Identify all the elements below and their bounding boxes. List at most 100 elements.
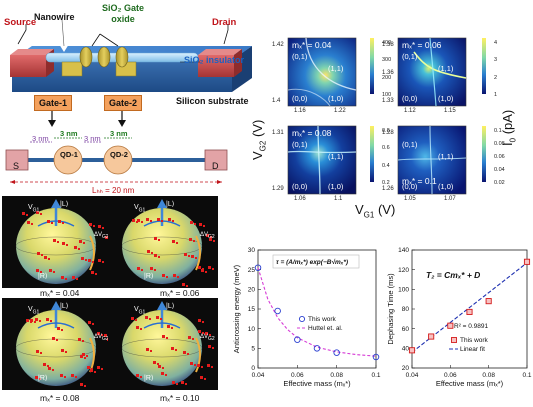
y-tick-label: 20 xyxy=(248,287,256,294)
heatmap-state-label: (1,1) xyxy=(438,64,454,73)
qd2-circle xyxy=(103,145,133,175)
heatmap-ctick: 0.02 xyxy=(494,180,505,186)
heatmap-state-label: (1,1) xyxy=(328,152,344,161)
heatmap-ytick: 1.36 xyxy=(382,70,394,76)
x-tick-label: 0.04 xyxy=(252,372,265,379)
qd1-label: QD-1 xyxy=(60,150,78,159)
heatmap-ctick: 400 xyxy=(382,40,392,46)
heatmap-clabel: I0 (pA) xyxy=(500,109,518,146)
legend-marker xyxy=(451,337,457,343)
heatmap-ytick: 1.33 xyxy=(382,98,394,104)
heatmap-ctick: 2 xyxy=(494,74,498,81)
bloch-bottom-label: |R⟩ xyxy=(38,375,48,382)
heatmap-ylabel: VG2 (V) xyxy=(250,119,268,160)
heatmap-ctick: 0.6 xyxy=(382,145,390,152)
gap-qd2-label: 3 nm xyxy=(110,129,128,138)
bloch-vg2-label: ΔVG2 xyxy=(94,232,109,241)
heatmap-xtick: 1.12 xyxy=(404,108,416,114)
data-point xyxy=(274,307,281,315)
heatmap-panel-3 xyxy=(287,125,357,195)
bloch-top-label: |L⟩ xyxy=(60,201,69,208)
qd-schematic xyxy=(5,137,228,184)
y-tick-label: 5 xyxy=(251,346,255,353)
device-illustration xyxy=(10,19,252,127)
heatmap-state-label: (0,0) xyxy=(292,182,308,191)
heatmap-mass-label: mₓ* = 0.06 xyxy=(402,40,442,50)
heatmap-xtick: 1.15 xyxy=(444,108,456,114)
bloch-top-label: |L⟩ xyxy=(166,303,175,310)
source-pad xyxy=(10,55,46,77)
y-tick-label: 30 xyxy=(248,247,256,254)
source-label: Source xyxy=(4,17,37,28)
x-tick-label: 0.1 xyxy=(371,372,380,379)
heatmap-cbar-3 xyxy=(370,126,374,182)
series-line-huttel-et-al- xyxy=(257,267,377,357)
y-tick-label: 40 xyxy=(402,346,410,353)
heatmap-ctick: 0.2 xyxy=(382,180,390,186)
qd1-circle xyxy=(53,145,83,175)
x-tick-label: 0.06 xyxy=(444,372,457,379)
x-tick-label: 0.04 xyxy=(406,372,419,379)
heatmap-state-label: (1,0) xyxy=(328,94,344,103)
heatmap-state-label: (0,1) xyxy=(292,52,308,61)
gap-mid-label: 3 nm xyxy=(84,134,101,143)
data-point xyxy=(254,264,262,271)
heatmap-mass-label: mₓ* = 0.08 xyxy=(292,128,332,138)
legend-label: This work xyxy=(308,316,337,323)
heatmap-ctick: 0.08 xyxy=(494,141,505,147)
heatmap-xlabel: VG1 (V) xyxy=(355,202,396,220)
heatmap-ytick: 1.29 xyxy=(272,186,284,192)
source-box xyxy=(5,149,29,171)
plot-frame xyxy=(257,249,377,369)
anticrossing-chart: 0.04 0.06 0.08 0.1 0 5 10 15 20 25 30 Effective mas… xyxy=(232,247,381,388)
bloch-vg1-label: VG1 xyxy=(134,306,146,316)
heatmap-ctick: 0.06 xyxy=(494,154,505,160)
s-label: S xyxy=(13,161,20,171)
oxide-ring-3 xyxy=(115,46,129,68)
y-tick-label: 10 xyxy=(248,326,256,333)
heatmap-xtick: 1.22 xyxy=(334,108,346,114)
x-axis-label: Effective mass (mₓ*) xyxy=(436,379,504,388)
y-tick-label: 100 xyxy=(398,287,409,294)
heatmap-state-label: (0,1) xyxy=(292,140,308,149)
bloch-bottom-label: |R⟩ xyxy=(38,273,48,280)
x-axis-label: Effective mass (mₓ*) xyxy=(283,379,351,388)
bloch-sphere-1 xyxy=(2,196,112,288)
bloch-vg2-label: ΔVG2 xyxy=(200,334,215,343)
data-point xyxy=(408,347,416,354)
gate1-label: Gate-1 xyxy=(34,95,72,111)
insulator-label: SiO₂ insulator xyxy=(184,55,245,65)
y-tick-label: 80 xyxy=(402,306,410,313)
heatmap-panel-1 xyxy=(287,37,357,107)
bloch-vg2-label: ΔVG2 xyxy=(94,334,109,343)
heatmap-mass-label: mₓ* = 0.1 xyxy=(402,176,437,186)
bloch-caption: mₓ* = 0.04 xyxy=(40,288,80,298)
heatmap-ytick: 1.26 xyxy=(382,186,394,192)
legend-label: Huttel et. al. xyxy=(308,325,343,332)
gate2-label: Gate-2 xyxy=(104,95,142,111)
heatmap-xtick: 1.07 xyxy=(444,196,456,202)
bloch-top-label: |L⟩ xyxy=(60,303,69,310)
bloch-caption: mₓ* = 0.10 xyxy=(160,393,200,403)
heatmap-ctick: 3 xyxy=(494,57,498,64)
nanowire-label: Nanowire xyxy=(34,12,75,22)
heatmap-xtick: 1.16 xyxy=(294,108,306,114)
bloch-bottom-label: |R⟩ xyxy=(144,375,154,382)
heatmap-ctick: 0.1 xyxy=(494,128,502,134)
gate1-block xyxy=(61,61,83,77)
equation-label: τ = (A/mₓ*) exp(−B√mₓ*) xyxy=(276,258,348,266)
equation-box xyxy=(272,254,360,269)
data-point xyxy=(333,349,340,356)
y-tick-label: 20 xyxy=(402,365,410,372)
heatmap-state-label: (1,1) xyxy=(328,64,344,73)
bloch-sphere-2 xyxy=(108,196,218,288)
legend-label: Linear fit xyxy=(460,346,485,353)
bloch-sphere-4 xyxy=(108,298,218,390)
heatmap-ytick: 1.4 xyxy=(272,98,281,104)
gap-qd1-label: 3 nm xyxy=(60,129,78,138)
y-tick-label: 60 xyxy=(402,326,410,333)
heatmap-figure xyxy=(287,37,486,195)
y-tick-label: 25 xyxy=(248,267,256,274)
heatmap-xtick: 1.1 xyxy=(334,196,343,202)
heatmap-ctick: 4 xyxy=(494,40,498,46)
